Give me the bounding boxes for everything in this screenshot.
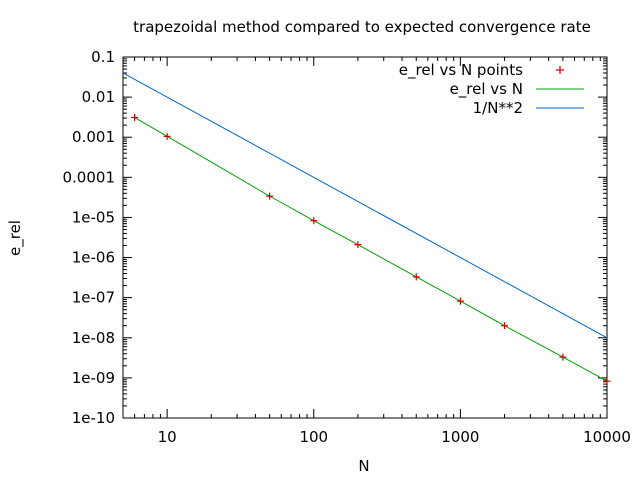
x-tick-label: 10000 xyxy=(583,428,631,446)
data-point xyxy=(603,377,611,385)
series-line xyxy=(122,72,608,339)
data-point xyxy=(131,114,139,122)
x-tick-label: 10 xyxy=(158,428,177,446)
data-point xyxy=(412,273,420,281)
y-tick-label: 0.01 xyxy=(82,88,115,106)
x-tick-label: 100 xyxy=(299,428,328,446)
x-tick-label: 1000 xyxy=(441,428,479,446)
y-tick-label: 1e-09 xyxy=(72,369,115,387)
y-tick-label: 0.0001 xyxy=(63,168,116,186)
data-point xyxy=(310,217,318,225)
chart-title: trapezoidal method compared to expected … xyxy=(133,18,591,36)
data-point xyxy=(354,241,362,249)
y-axis: 0.1 0.01 0.001 0.0001 1e-05 1e-06 1e-07 1e-08 1e… xyxy=(63,48,607,427)
y-tick-label: 1e-06 xyxy=(72,249,115,267)
data-point xyxy=(266,192,274,200)
legend-marker xyxy=(556,66,564,74)
legend-label: e_rel vs N points xyxy=(399,61,523,80)
series-layer xyxy=(122,72,611,385)
y-tick-label: 1e-07 xyxy=(72,289,115,307)
plot-frame xyxy=(122,56,608,419)
data-point xyxy=(163,132,171,140)
legend-label: e_rel vs N xyxy=(450,80,523,99)
y-tick-label: 0.001 xyxy=(72,128,115,146)
y-tick-label: 0.1 xyxy=(91,48,115,66)
y-axis-label: e_rel xyxy=(6,220,25,256)
data-point xyxy=(501,322,509,330)
data-point xyxy=(456,297,464,305)
plot-border xyxy=(122,56,608,419)
y-tick-label: 1e-05 xyxy=(72,208,115,226)
legend-label: 1/N**2 xyxy=(473,99,523,117)
x-axis: 10 100 1000 10000 xyxy=(122,57,631,446)
y-tick-label: 1e-08 xyxy=(72,329,115,347)
x-axis-label: N xyxy=(358,457,369,475)
series-line xyxy=(134,117,608,382)
data-point xyxy=(559,353,567,361)
y-tick-label: 1e-10 xyxy=(72,409,115,427)
